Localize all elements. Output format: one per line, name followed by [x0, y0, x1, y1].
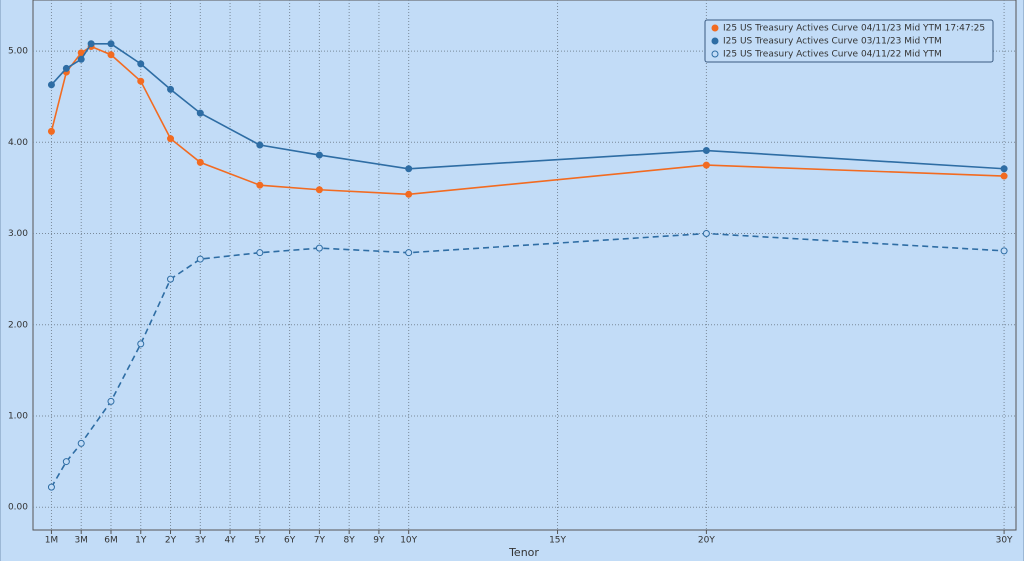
- y-tick-label: 5.00: [8, 47, 28, 57]
- data-point: [47, 81, 55, 89]
- data-point: [196, 255, 204, 263]
- data-point: [1000, 247, 1008, 255]
- x-tick-label: 4Y: [224, 536, 236, 546]
- y-tick-label: 4.00: [8, 138, 28, 148]
- x-tick-label: 15Y: [549, 536, 566, 546]
- data-point: [405, 249, 413, 257]
- data-point: [137, 77, 145, 85]
- data-point: [77, 439, 85, 447]
- data-point: [256, 181, 264, 189]
- data-point: [137, 340, 145, 348]
- data-point: [47, 483, 55, 491]
- data-point: [167, 275, 175, 283]
- x-tick-label: 3M: [74, 536, 88, 546]
- data-point: [315, 151, 323, 159]
- x-tick-label: 3Y: [195, 536, 207, 546]
- series-line: [50, 232, 1005, 488]
- legend-marker: [711, 37, 719, 45]
- data-point: [62, 458, 70, 466]
- data-point: [107, 40, 115, 48]
- data-point: [137, 60, 145, 68]
- data-point: [405, 165, 413, 173]
- data-point: [167, 135, 175, 143]
- data-point: [315, 244, 323, 252]
- legend-label: I25 US Treasury Actives Curve 04/11/22 M…: [723, 50, 942, 60]
- data-point: [47, 127, 55, 135]
- y-tick-label: 1.00: [8, 411, 28, 421]
- data-point: [167, 85, 175, 93]
- data-point: [196, 158, 204, 166]
- y-tick-label: 3.00: [8, 229, 28, 239]
- legend-box: [704, 19, 994, 63]
- data-point: [62, 64, 70, 72]
- x-tick-label: 5Y: [254, 536, 266, 546]
- data-point: [256, 141, 264, 149]
- plot-area: [32, 0, 1017, 531]
- data-point: [405, 190, 413, 198]
- x-tick-label: 20Y: [698, 536, 715, 546]
- y-tick-label: 0.00: [8, 503, 28, 513]
- data-point: [702, 230, 710, 238]
- data-point: [196, 109, 204, 117]
- x-tick-label: 30Y: [996, 536, 1013, 546]
- y-tick-label: 2.00: [8, 320, 28, 330]
- data-point: [256, 249, 264, 257]
- data-point: [702, 147, 710, 155]
- x-tick-label: 7Y: [314, 536, 326, 546]
- x-tick-label: 8Y: [344, 536, 356, 546]
- x-tick-label: 1Y: [135, 536, 147, 546]
- data-point: [1000, 172, 1008, 180]
- data-point: [77, 55, 85, 63]
- x-axis-label: Tenor: [508, 546, 539, 559]
- x-tick-label: 1M: [45, 536, 59, 546]
- legend-label: I25 US Treasury Actives Curve 03/11/23 M…: [723, 37, 942, 47]
- data-point: [702, 161, 710, 169]
- legend-label: I25 US Treasury Actives Curve 04/11/23 M…: [723, 24, 985, 34]
- legend-marker: [711, 24, 719, 32]
- x-tick-label: 6Y: [284, 536, 296, 546]
- data-point: [1000, 165, 1008, 173]
- x-tick-label: 9Y: [373, 536, 385, 546]
- data-point: [107, 51, 115, 59]
- x-tick-label: 6M: [104, 536, 118, 546]
- x-tick-label: 10Y: [400, 536, 417, 546]
- legend-marker: [711, 50, 719, 58]
- data-point: [107, 397, 115, 405]
- data-point: [87, 40, 95, 48]
- data-point: [315, 186, 323, 194]
- x-tick-label: 2Y: [165, 536, 177, 546]
